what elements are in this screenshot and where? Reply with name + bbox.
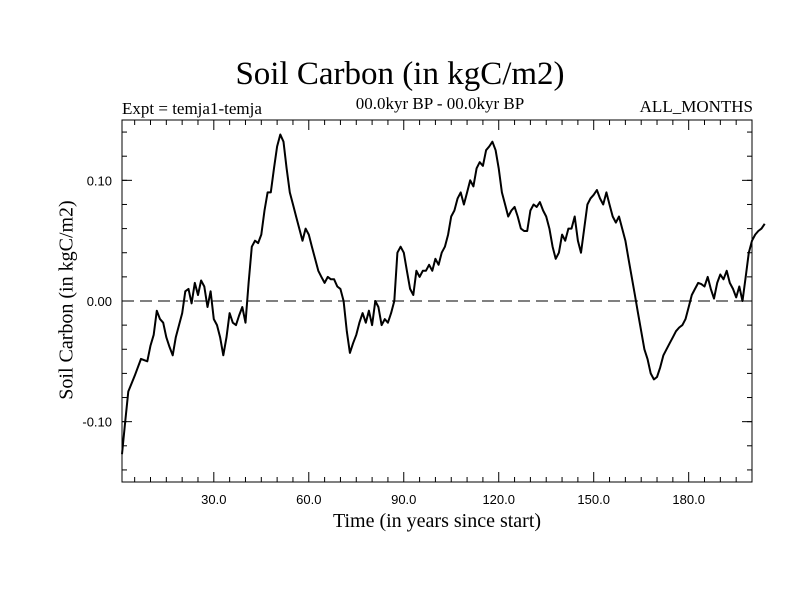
y-tick-label: 0.10: [87, 173, 112, 188]
tick-marks: [122, 120, 753, 482]
plot-frame: [121, 119, 753, 483]
soil-carbon-series-line: [121, 133, 766, 455]
x-tick-label: 90.0: [391, 492, 416, 507]
tick-labels: 30.0 60.0 90.0 120.0 150.0 180.0 0.10 0.00 -0.10: [82, 173, 705, 507]
months-label: ALL_MONTHS: [639, 97, 753, 116]
x-tick-label: 60.0: [296, 492, 321, 507]
period-label: 00.0kyr BP - 00.0kyr BP: [355, 94, 525, 113]
x-tick-label: 150.0: [577, 492, 610, 507]
y-tick-label: 0.00: [87, 294, 112, 309]
x-tick-label: 120.0: [482, 492, 515, 507]
x-axis-label: Time (in years since start): [332, 510, 542, 532]
y-tick-label: -0.10: [82, 415, 112, 430]
x-tick-label: 180.0: [672, 492, 705, 507]
experiment-label: Expt = temja1-temja: [122, 99, 262, 118]
x-tick-label: 30.0: [201, 492, 226, 507]
chart-title: Soil Carbon (in kgC/m2): [235, 56, 565, 92]
